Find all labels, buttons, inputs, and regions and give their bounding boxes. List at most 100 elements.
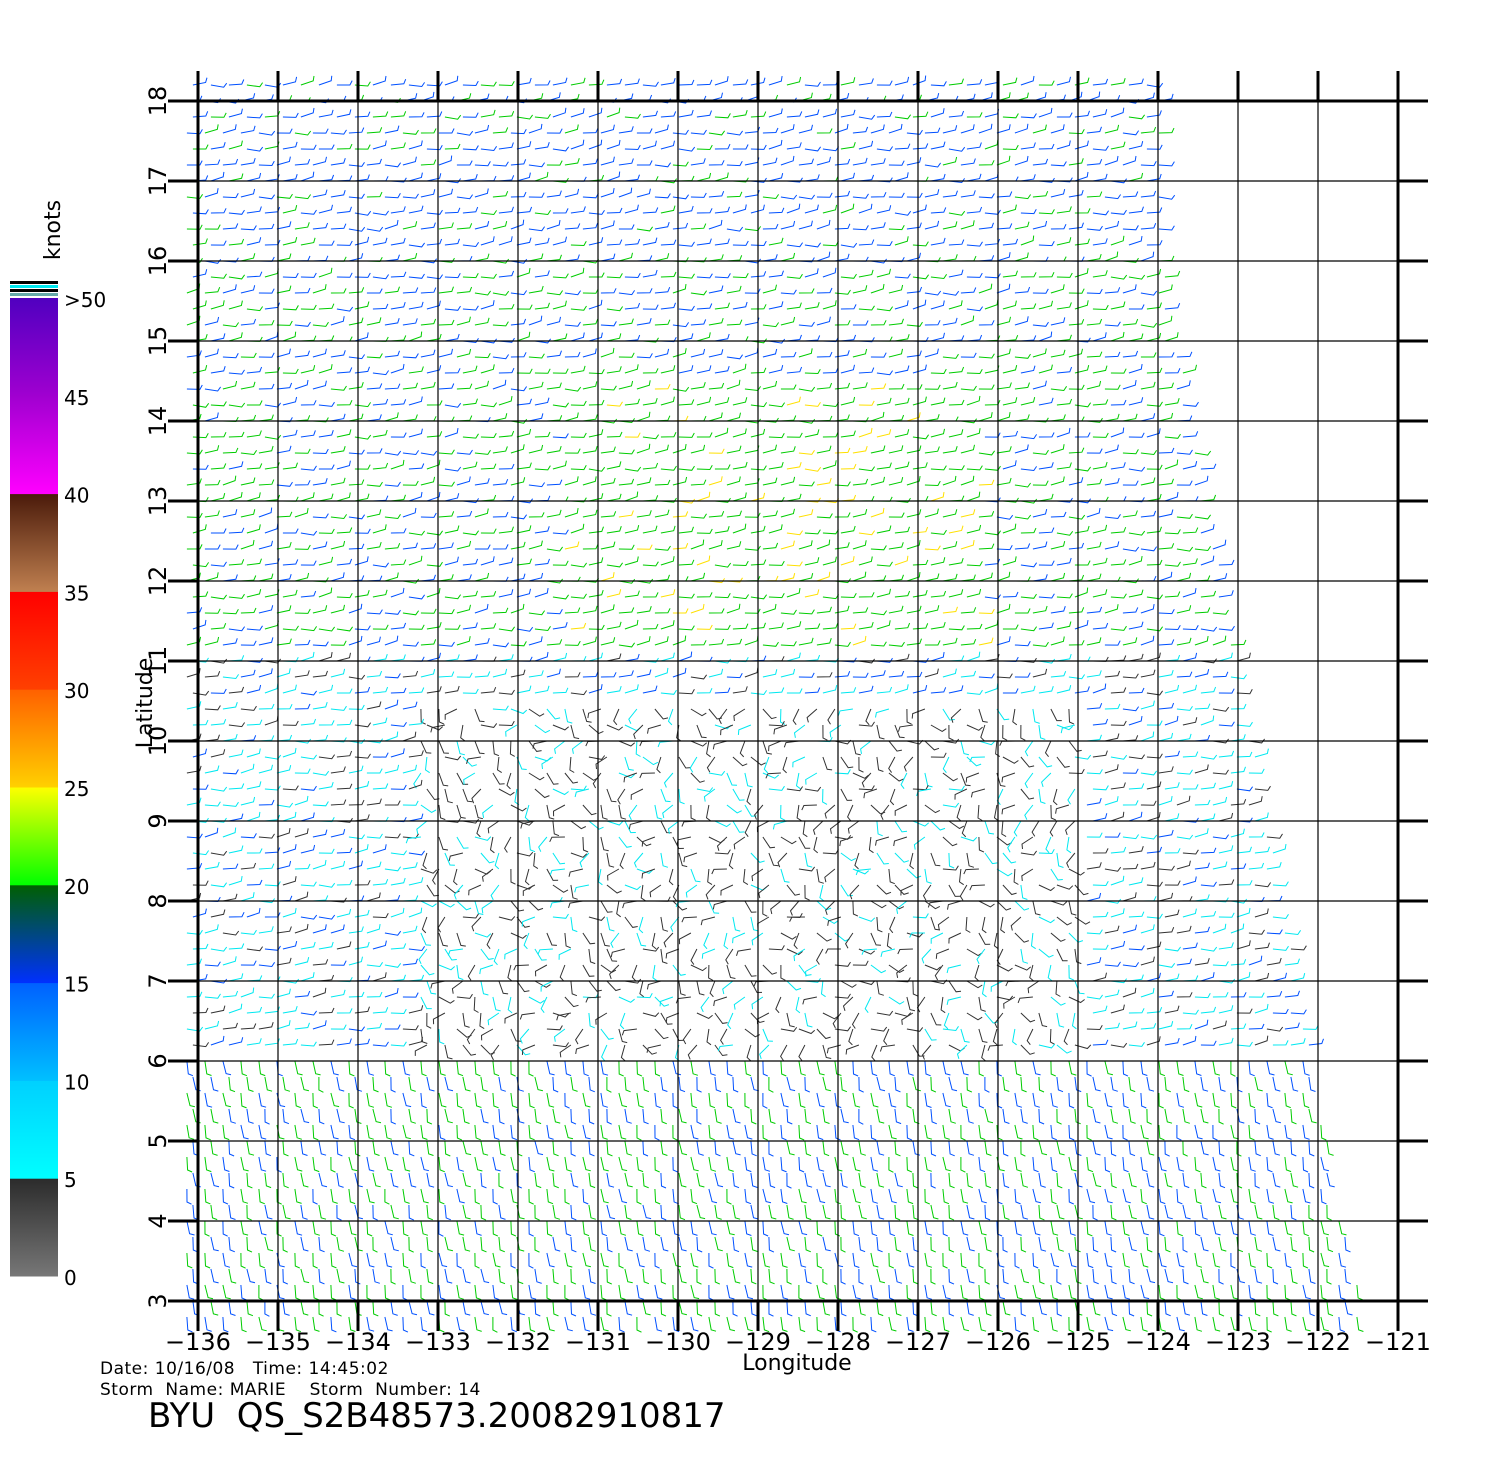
wind-barb: [822, 79, 839, 86]
wind-barb: [1074, 268, 1089, 278]
wind-barb: [276, 734, 293, 742]
wind-barb: [210, 978, 228, 984]
wind-barb: [795, 996, 801, 1014]
wind-barb: [312, 1220, 320, 1236]
wind-barb: [570, 1268, 577, 1285]
wind-barb: [672, 386, 690, 392]
wind-barb: [963, 868, 979, 875]
wind-barb: [228, 431, 245, 438]
wind-barb: [366, 833, 383, 839]
wind-barb: [246, 946, 264, 952]
lat-tick-label: 18: [144, 86, 172, 117]
wind-barb: [1086, 1220, 1093, 1237]
wind-barb: [240, 125, 256, 134]
wind-barb: [420, 1092, 427, 1109]
wind-barb: [1110, 1300, 1118, 1317]
wind-barb: [942, 509, 958, 518]
wind-barb: [726, 354, 744, 360]
wind-barb: [480, 1076, 488, 1092]
wind-barb: [582, 671, 599, 678]
wind-barb: [312, 1156, 320, 1173]
wind-barb: [619, 852, 626, 870]
wind-barb: [940, 996, 946, 1014]
wind-barb: [1068, 674, 1086, 680]
wind-barb: [1050, 868, 1063, 881]
wind-barb: [432, 868, 440, 885]
wind-barb: [426, 587, 441, 598]
wind-barb: [390, 1236, 399, 1252]
wind-barb: [564, 932, 571, 949]
wind-barb: [1045, 836, 1052, 854]
wind-barb: [1140, 987, 1155, 998]
wind-barb: [186, 478, 202, 486]
wind-barb: [1176, 415, 1193, 422]
wind-barb: [444, 402, 462, 408]
wind-barb: [1218, 625, 1235, 631]
wind-barb: [897, 724, 913, 732]
wind-barb: [852, 1316, 858, 1333]
wind-barb: [960, 772, 971, 787]
wind-barb: [210, 946, 228, 952]
wind-barb: [942, 1156, 951, 1172]
wind-barb: [510, 290, 528, 296]
wind-barb: [1092, 1172, 1102, 1188]
wind-barb: [732, 1204, 741, 1220]
wind-barb: [1164, 303, 1181, 310]
wind-barb: [924, 804, 941, 814]
wind-barb: [876, 1010, 894, 1016]
wind-barb: [493, 948, 500, 966]
wind-barb: [834, 414, 850, 422]
wind-barb: [984, 1300, 992, 1316]
wind-barb: [528, 1060, 534, 1077]
wind-barb: [282, 1005, 298, 1014]
wind-barb: [708, 608, 725, 614]
wind-barb: [588, 624, 605, 630]
wind-barb: [1194, 1124, 1203, 1140]
wind-barb: [744, 190, 760, 198]
wind-barb: [444, 594, 462, 600]
wind-barb: [840, 172, 855, 182]
wind-barb: [186, 929, 203, 935]
wind-barb: [240, 862, 257, 870]
wind-barb: [880, 804, 890, 821]
wind-barb: [852, 868, 870, 875]
wind-barb: [930, 557, 946, 566]
wind-barb: [564, 772, 578, 784]
wind-barb: [654, 509, 670, 518]
wind-barb: [552, 177, 569, 183]
wind-barb: [258, 703, 275, 710]
wind-barb: [282, 1172, 289, 1189]
wind-barb: [588, 174, 605, 182]
wind-barb: [456, 574, 472, 582]
wind-barb: [852, 772, 869, 779]
wind-barb: [420, 1028, 428, 1044]
wind-barb: [1086, 832, 1103, 838]
wind-barb: [1074, 1172, 1083, 1188]
wind-barb: [336, 719, 353, 726]
wind-barb: [264, 1268, 272, 1285]
wind-barb: [726, 1124, 735, 1140]
wind-barb: [762, 127, 779, 134]
wind-barb: [714, 1204, 722, 1220]
wind-barb: [978, 836, 985, 853]
wind-barb: [456, 160, 473, 166]
wind-barb: [714, 397, 730, 406]
wind-barb: [276, 828, 291, 838]
wind-barb: [1158, 1316, 1166, 1332]
wind-barb: [840, 242, 858, 248]
wind-barb: [1056, 76, 1071, 86]
wind-barb: [780, 446, 796, 454]
wind-barb: [660, 239, 677, 246]
wind-barb: [726, 964, 736, 979]
wind-barb: [1056, 1269, 1062, 1285]
wind-barb: [630, 788, 644, 800]
wind-barb: [786, 493, 802, 502]
wind-barb: [318, 1108, 325, 1125]
wind-barb: [909, 932, 925, 938]
wind-barb: [588, 1012, 595, 1029]
wind-barb: [1092, 1108, 1101, 1124]
wind-barb: [300, 754, 318, 760]
wind-barb: [618, 478, 635, 486]
wind-barb: [906, 129, 923, 135]
wind-barb: [1110, 427, 1125, 438]
